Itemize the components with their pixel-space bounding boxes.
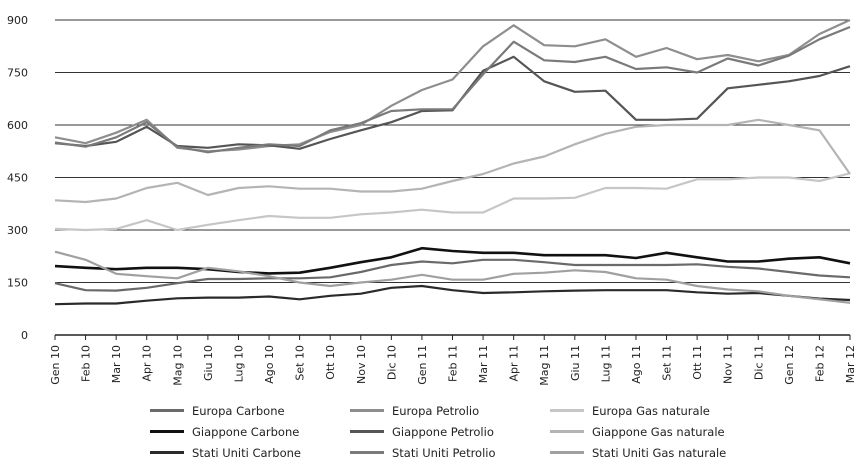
y-tick-label: 0 — [21, 329, 28, 342]
x-tick-label: Ago 11 — [630, 345, 643, 384]
x-tick-label: Mag 11 — [538, 345, 551, 386]
y-tick-label: 300 — [7, 224, 28, 237]
legend-item: Europa Carbone — [150, 402, 350, 419]
x-tick-label: Apr 11 — [508, 345, 521, 382]
x-axis-tick-labels: Gen 10 Feb 10 Mar 10 Apr 10 Mag 10 Giu 10 Lug … — [49, 335, 854, 386]
legend-swatch — [350, 409, 384, 412]
x-tick-label: Gen 10 — [49, 345, 62, 385]
line-chart: 0 150 300 450 600 750 900 Gen 10 Feb 10 Mar 10 Ap… — [7, 14, 854, 386]
series-line-europa-petrolio — [54, 18, 851, 153]
x-tick-label: Feb 11 — [447, 345, 460, 382]
x-tick-label: Dic 11 — [752, 345, 765, 380]
legend-swatch — [350, 451, 384, 454]
x-tick-label: Set 10 — [294, 345, 307, 381]
legend-swatch — [550, 409, 584, 412]
y-axis-tick-labels: 0 150 300 450 600 750 900 — [7, 14, 28, 342]
x-tick-label: Feb 10 — [80, 345, 93, 382]
y-tick-label: 450 — [7, 172, 28, 185]
y-tick-label: 750 — [7, 67, 28, 80]
legend: Europa Carbone Europa Petrolio Europa Gas … — [150, 402, 790, 461]
legend-label: Europa Petrolio — [392, 403, 480, 418]
x-tick-label: Nov 11 — [722, 345, 735, 384]
y-tick-label: 900 — [7, 14, 28, 27]
x-tick-label: Gen 11 — [416, 345, 429, 385]
legend-swatch — [150, 430, 184, 433]
x-tick-label: Lug 10 — [232, 345, 245, 382]
x-tick-label: Lug 11 — [599, 345, 612, 382]
y-tick-label: 150 — [7, 277, 28, 290]
x-tick-label: Feb 12 — [813, 345, 826, 382]
x-tick-label: Giu 10 — [202, 345, 215, 381]
legend-label: Stati Uniti Gas naturale — [592, 445, 727, 460]
legend-swatch — [350, 430, 384, 433]
legend-item: Europa Gas naturale — [550, 402, 790, 419]
legend-swatch — [150, 409, 184, 412]
legend-label: Giappone Gas naturale — [592, 424, 725, 439]
x-tick-label: Giu 11 — [569, 345, 582, 381]
gridlines — [55, 19, 850, 336]
legend-swatch — [550, 430, 584, 433]
legend-swatch — [550, 451, 584, 454]
x-tick-label: Nov 10 — [355, 345, 368, 384]
x-tick-label: Dic 10 — [385, 345, 398, 380]
legend-label: Stati Uniti Carbone — [192, 445, 301, 460]
legend-item: Europa Petrolio — [350, 402, 550, 419]
series-lines — [54, 18, 851, 306]
series-line-giappone-carbone — [54, 246, 851, 275]
x-tick-label: Mar 12 — [844, 345, 854, 383]
series-line-giappone-gas-naturale — [54, 118, 851, 204]
legend-item: Stati Uniti Carbone — [150, 444, 350, 461]
x-tick-label: Mar 10 — [110, 345, 123, 383]
series-line-stati-uniti-carbone — [54, 284, 851, 306]
x-tick-label: Ott 10 — [324, 345, 337, 380]
x-tick-label: Gen 12 — [783, 345, 796, 385]
series-line-europa-gas-naturale — [54, 172, 851, 232]
x-tick-label: Mar 11 — [477, 345, 490, 383]
legend-label: Europa Carbone — [192, 403, 285, 418]
legend-label: Giappone Petrolio — [392, 424, 494, 439]
legend-label: Europa Gas naturale — [592, 403, 710, 418]
legend-label: Giappone Carbone — [192, 424, 300, 439]
x-tick-label: Ago 10 — [263, 345, 276, 384]
legend-item: Stati Uniti Petrolio — [350, 444, 550, 461]
legend-item: Giappone Carbone — [150, 423, 350, 440]
x-tick-label: Ott 11 — [691, 345, 704, 380]
x-tick-label: Mag 10 — [171, 345, 184, 386]
series-line-giappone-petrolio — [54, 55, 851, 150]
y-tick-label: 600 — [7, 119, 28, 132]
legend-item: Giappone Gas naturale — [550, 423, 790, 440]
legend-item: Stati Uniti Gas naturale — [550, 444, 790, 461]
series-line-europa-carbone — [54, 258, 851, 292]
legend-item: Giappone Petrolio — [350, 423, 550, 440]
legend-label: Stati Uniti Petrolio — [392, 445, 496, 460]
x-tick-label: Apr 10 — [141, 345, 154, 382]
legend-swatch — [150, 451, 184, 454]
x-tick-label: Set 11 — [661, 345, 674, 381]
series-line-stati-uniti-gas-naturale — [54, 250, 851, 304]
series-line-stati-uniti-petrolio — [54, 25, 851, 154]
